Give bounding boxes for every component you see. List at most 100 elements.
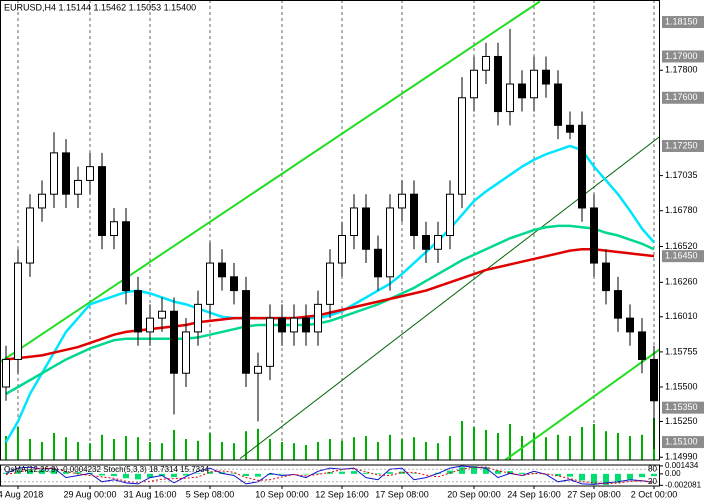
oscillator-label: OsMA(12,26,9) -0.0004232 Stoch(5,3,3) 18… [4, 465, 210, 474]
volume-bar [113, 439, 115, 460]
volume-bar [281, 442, 283, 460]
candle-body [38, 193, 46, 209]
y-tick-label: 1.16520 [665, 241, 698, 251]
osc-y2-tick-label: 80 [648, 464, 657, 473]
volume-bar [221, 442, 223, 460]
volume-bar [545, 437, 547, 460]
volume-bar [185, 439, 187, 460]
candle-body [242, 290, 250, 374]
x-tick-label: 24 Aug 2018 [0, 489, 43, 499]
osc-y-tick-label: 0.001434 [665, 461, 699, 470]
level-box [662, 250, 704, 263]
x-tick-label: 10 Sep 00:00 [255, 489, 309, 499]
osma-bar [135, 473, 141, 480]
candle-body [434, 235, 442, 250]
osc-y-tick-label: -0.002081 [665, 480, 702, 489]
osma-bar [255, 473, 261, 477]
x-tick-label: 12 Sep 16:00 [315, 489, 369, 499]
candle-body [326, 262, 334, 305]
osma-bar [519, 472, 525, 474]
candle-body [74, 179, 82, 195]
candle-body [566, 124, 574, 133]
y-tick-label: 1.14990 [665, 452, 698, 462]
volume-bar [629, 436, 631, 460]
stochastic-line [5, 465, 655, 485]
osma-bar [75, 472, 81, 474]
x-tick-label: 27 Sep 08:00 [567, 489, 621, 499]
candle-body [374, 248, 382, 278]
osma-bar [315, 473, 321, 474]
level-label: 1.16450 [665, 251, 698, 261]
volume-bar [293, 443, 295, 460]
candle-body [614, 290, 622, 319]
osma-bar [267, 473, 273, 475]
candle-body [542, 69, 550, 85]
osma-bar [447, 470, 453, 474]
osma-bar [567, 473, 573, 477]
candle-body [602, 262, 610, 292]
trendline [239, 135, 660, 460]
candle-body [650, 358, 658, 402]
osma-bar [615, 473, 621, 483]
volume-bar [641, 434, 643, 460]
volume-bar [605, 431, 607, 460]
y-tick-label: 1.15755 [665, 346, 698, 356]
candle-body [458, 97, 466, 195]
volume-bar [161, 443, 163, 460]
candle-body [62, 152, 70, 195]
level-box [662, 91, 704, 104]
candle-body [218, 262, 226, 278]
candle-body [446, 193, 454, 237]
osma-bar [327, 472, 333, 474]
osma-bar [243, 473, 249, 477]
candle-body [170, 310, 178, 374]
candle-body [26, 207, 34, 264]
osma-bar [339, 471, 345, 474]
trendline [504, 347, 660, 460]
osma-bar [183, 473, 189, 476]
volume-bar [5, 436, 7, 460]
candle-body [626, 317, 634, 333]
candle-body [194, 303, 202, 333]
osma-bar [495, 470, 501, 474]
trendline [0, 0, 541, 364]
volume-bar [413, 437, 415, 460]
volume-bar [497, 433, 499, 460]
volume-bar [41, 442, 43, 460]
candle-body [362, 207, 370, 250]
osma-bar [51, 469, 57, 474]
volume-bar [593, 424, 595, 460]
osma-bar [459, 467, 465, 474]
x-tick-label: 5 Sep 08:00 [186, 489, 235, 499]
osma-bar [123, 473, 129, 479]
osma-bar [231, 473, 237, 474]
osma-bar [591, 473, 597, 484]
candle-body [338, 235, 346, 264]
volume-bar [365, 436, 367, 460]
candle-body [314, 303, 322, 333]
volume-bar [29, 439, 31, 460]
volume-bar [437, 443, 439, 460]
osma-bar [111, 473, 117, 477]
volume-bar [473, 427, 475, 460]
volume-bar [245, 431, 247, 460]
candle-body [230, 276, 238, 292]
moving-average [5, 224, 655, 395]
y-tick-label: 1.16260 [665, 277, 698, 287]
candle-body [98, 166, 106, 237]
osma-bar [387, 472, 393, 474]
osma-bar [531, 473, 537, 474]
level-box [662, 50, 704, 63]
osma-bar [171, 473, 177, 478]
candle-body [590, 207, 598, 264]
y-tick-label: 1.15250 [665, 416, 698, 426]
x-tick-label: 29 Aug 00:00 [63, 489, 116, 499]
candle-body [398, 193, 406, 209]
volume-bar [209, 433, 211, 460]
candle-body [86, 166, 94, 181]
osma-bar [627, 473, 633, 480]
volume-bar [197, 440, 199, 460]
osma-bar [147, 473, 153, 478]
osma-bar [555, 473, 561, 477]
volume-bar [77, 442, 79, 460]
